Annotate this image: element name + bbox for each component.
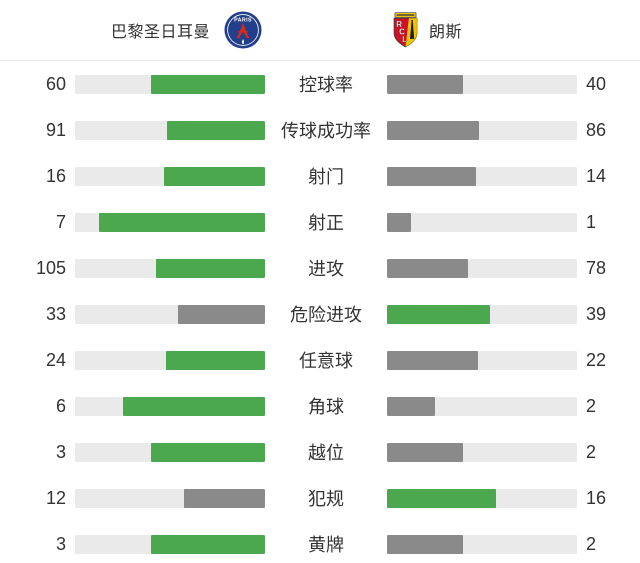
home-value: 105 <box>35 257 66 278</box>
away-bar-fill <box>387 258 468 278</box>
away-bar-fill <box>387 488 496 508</box>
home-bar-fill <box>122 396 265 416</box>
away-value: 39 <box>586 303 607 324</box>
home-bar <box>75 304 265 324</box>
stat-row: 16 射门 14 <box>0 153 640 199</box>
stat-label: 任意球 <box>299 351 353 371</box>
away-bar-fill <box>387 166 476 186</box>
away-bar-fill <box>387 120 480 140</box>
home-value: 24 <box>45 349 66 370</box>
away-value: 1 <box>586 211 597 232</box>
stat-row: 7 射正 1 <box>0 199 640 245</box>
stat-label: 控球率 <box>299 75 353 95</box>
home-bar <box>75 120 265 140</box>
home-bar <box>75 534 265 554</box>
home-bar <box>75 258 265 278</box>
home-value: 6 <box>55 395 66 416</box>
away-bar <box>387 258 577 278</box>
home-value: 16 <box>45 165 66 186</box>
away-value: 78 <box>586 257 607 278</box>
away-bar <box>387 74 577 94</box>
away-value: 2 <box>586 441 597 462</box>
home-bar-fill <box>151 74 265 94</box>
home-bar-fill <box>163 166 265 186</box>
stat-label: 角球 <box>308 397 344 417</box>
home-value: 3 <box>55 533 66 554</box>
home-bar-fill <box>98 212 265 232</box>
stat-label: 危险进攻 <box>290 305 362 325</box>
home-bar-fill <box>183 488 265 508</box>
home-bar <box>75 74 265 94</box>
stat-row: 3 黄牌 2 <box>0 521 640 563</box>
home-bar <box>75 488 265 508</box>
away-bar <box>387 534 577 554</box>
stat-row: 105 进攻 78 <box>0 245 640 291</box>
home-bar-fill <box>155 258 265 278</box>
away-bar <box>387 350 577 370</box>
away-team-name: 朗斯 <box>429 24 463 41</box>
away-bar <box>387 166 577 186</box>
away-bar-fill <box>387 396 435 416</box>
home-value: 3 <box>55 441 66 462</box>
away-bar <box>387 212 577 232</box>
stat-label: 射正 <box>308 213 344 233</box>
away-team: R C L 朗斯 <box>392 12 462 48</box>
home-bar-fill <box>151 442 265 462</box>
stat-row: 6 角球 2 <box>0 383 640 429</box>
away-bar-fill <box>387 442 463 462</box>
home-value: 7 <box>55 211 66 232</box>
stat-row: 33 危险进攻 39 <box>0 291 640 337</box>
home-team-name: 巴黎圣日耳曼 <box>110 24 210 41</box>
home-value: 33 <box>45 303 66 324</box>
stats-list: 60 控球率 40 91 传球成功率 86 16 射门 14 7 <box>0 61 640 563</box>
away-value: 22 <box>586 349 607 370</box>
away-bar-fill <box>387 212 411 232</box>
stat-row: 60 控球率 40 <box>0 61 640 107</box>
stat-label: 传球成功率 <box>281 121 371 141</box>
rcl-crest-icon: R C L <box>393 12 418 48</box>
stat-label: 犯规 <box>308 489 344 509</box>
home-value: 60 <box>45 73 66 94</box>
stat-label: 射门 <box>308 167 344 187</box>
home-bar-fill <box>177 304 265 324</box>
away-bar-fill <box>387 534 463 554</box>
stat-label: 进攻 <box>308 259 344 279</box>
match-header: 巴黎圣日耳曼 PARIS R C <box>0 0 640 61</box>
stat-row: 3 越位 2 <box>0 429 640 475</box>
away-bar-fill <box>387 304 490 324</box>
away-value: 2 <box>586 533 597 554</box>
away-value: 2 <box>586 395 597 416</box>
stat-row: 12 犯规 16 <box>0 475 640 521</box>
psg-crest-text: PARIS <box>234 17 252 23</box>
away-value: 14 <box>586 165 607 186</box>
away-bar-fill <box>387 74 463 94</box>
away-bar-fill <box>387 350 478 370</box>
home-bar-fill <box>165 350 265 370</box>
away-bar <box>387 442 577 462</box>
home-bar <box>75 396 265 416</box>
away-value: 40 <box>586 73 607 94</box>
rcl-crest-letters: R C L <box>396 20 407 44</box>
away-bar <box>387 120 577 140</box>
home-value: 91 <box>45 119 66 140</box>
home-bar <box>75 350 265 370</box>
stat-label: 黄牌 <box>308 535 344 555</box>
stat-row: 24 任意球 22 <box>0 337 640 383</box>
home-bar <box>75 166 265 186</box>
home-team: 巴黎圣日耳曼 PARIS <box>111 11 262 49</box>
away-value: 16 <box>586 487 607 508</box>
home-bar <box>75 442 265 462</box>
home-bar-fill <box>151 534 265 554</box>
away-bar <box>387 396 577 416</box>
home-bar-fill <box>167 120 265 140</box>
home-value: 12 <box>45 487 66 508</box>
away-bar <box>387 304 577 324</box>
away-bar <box>387 488 577 508</box>
away-value: 86 <box>586 119 607 140</box>
home-bar <box>75 212 265 232</box>
psg-crest-icon: PARIS <box>224 11 262 49</box>
stat-row: 91 传球成功率 86 <box>0 107 640 153</box>
stat-label: 越位 <box>308 443 344 463</box>
